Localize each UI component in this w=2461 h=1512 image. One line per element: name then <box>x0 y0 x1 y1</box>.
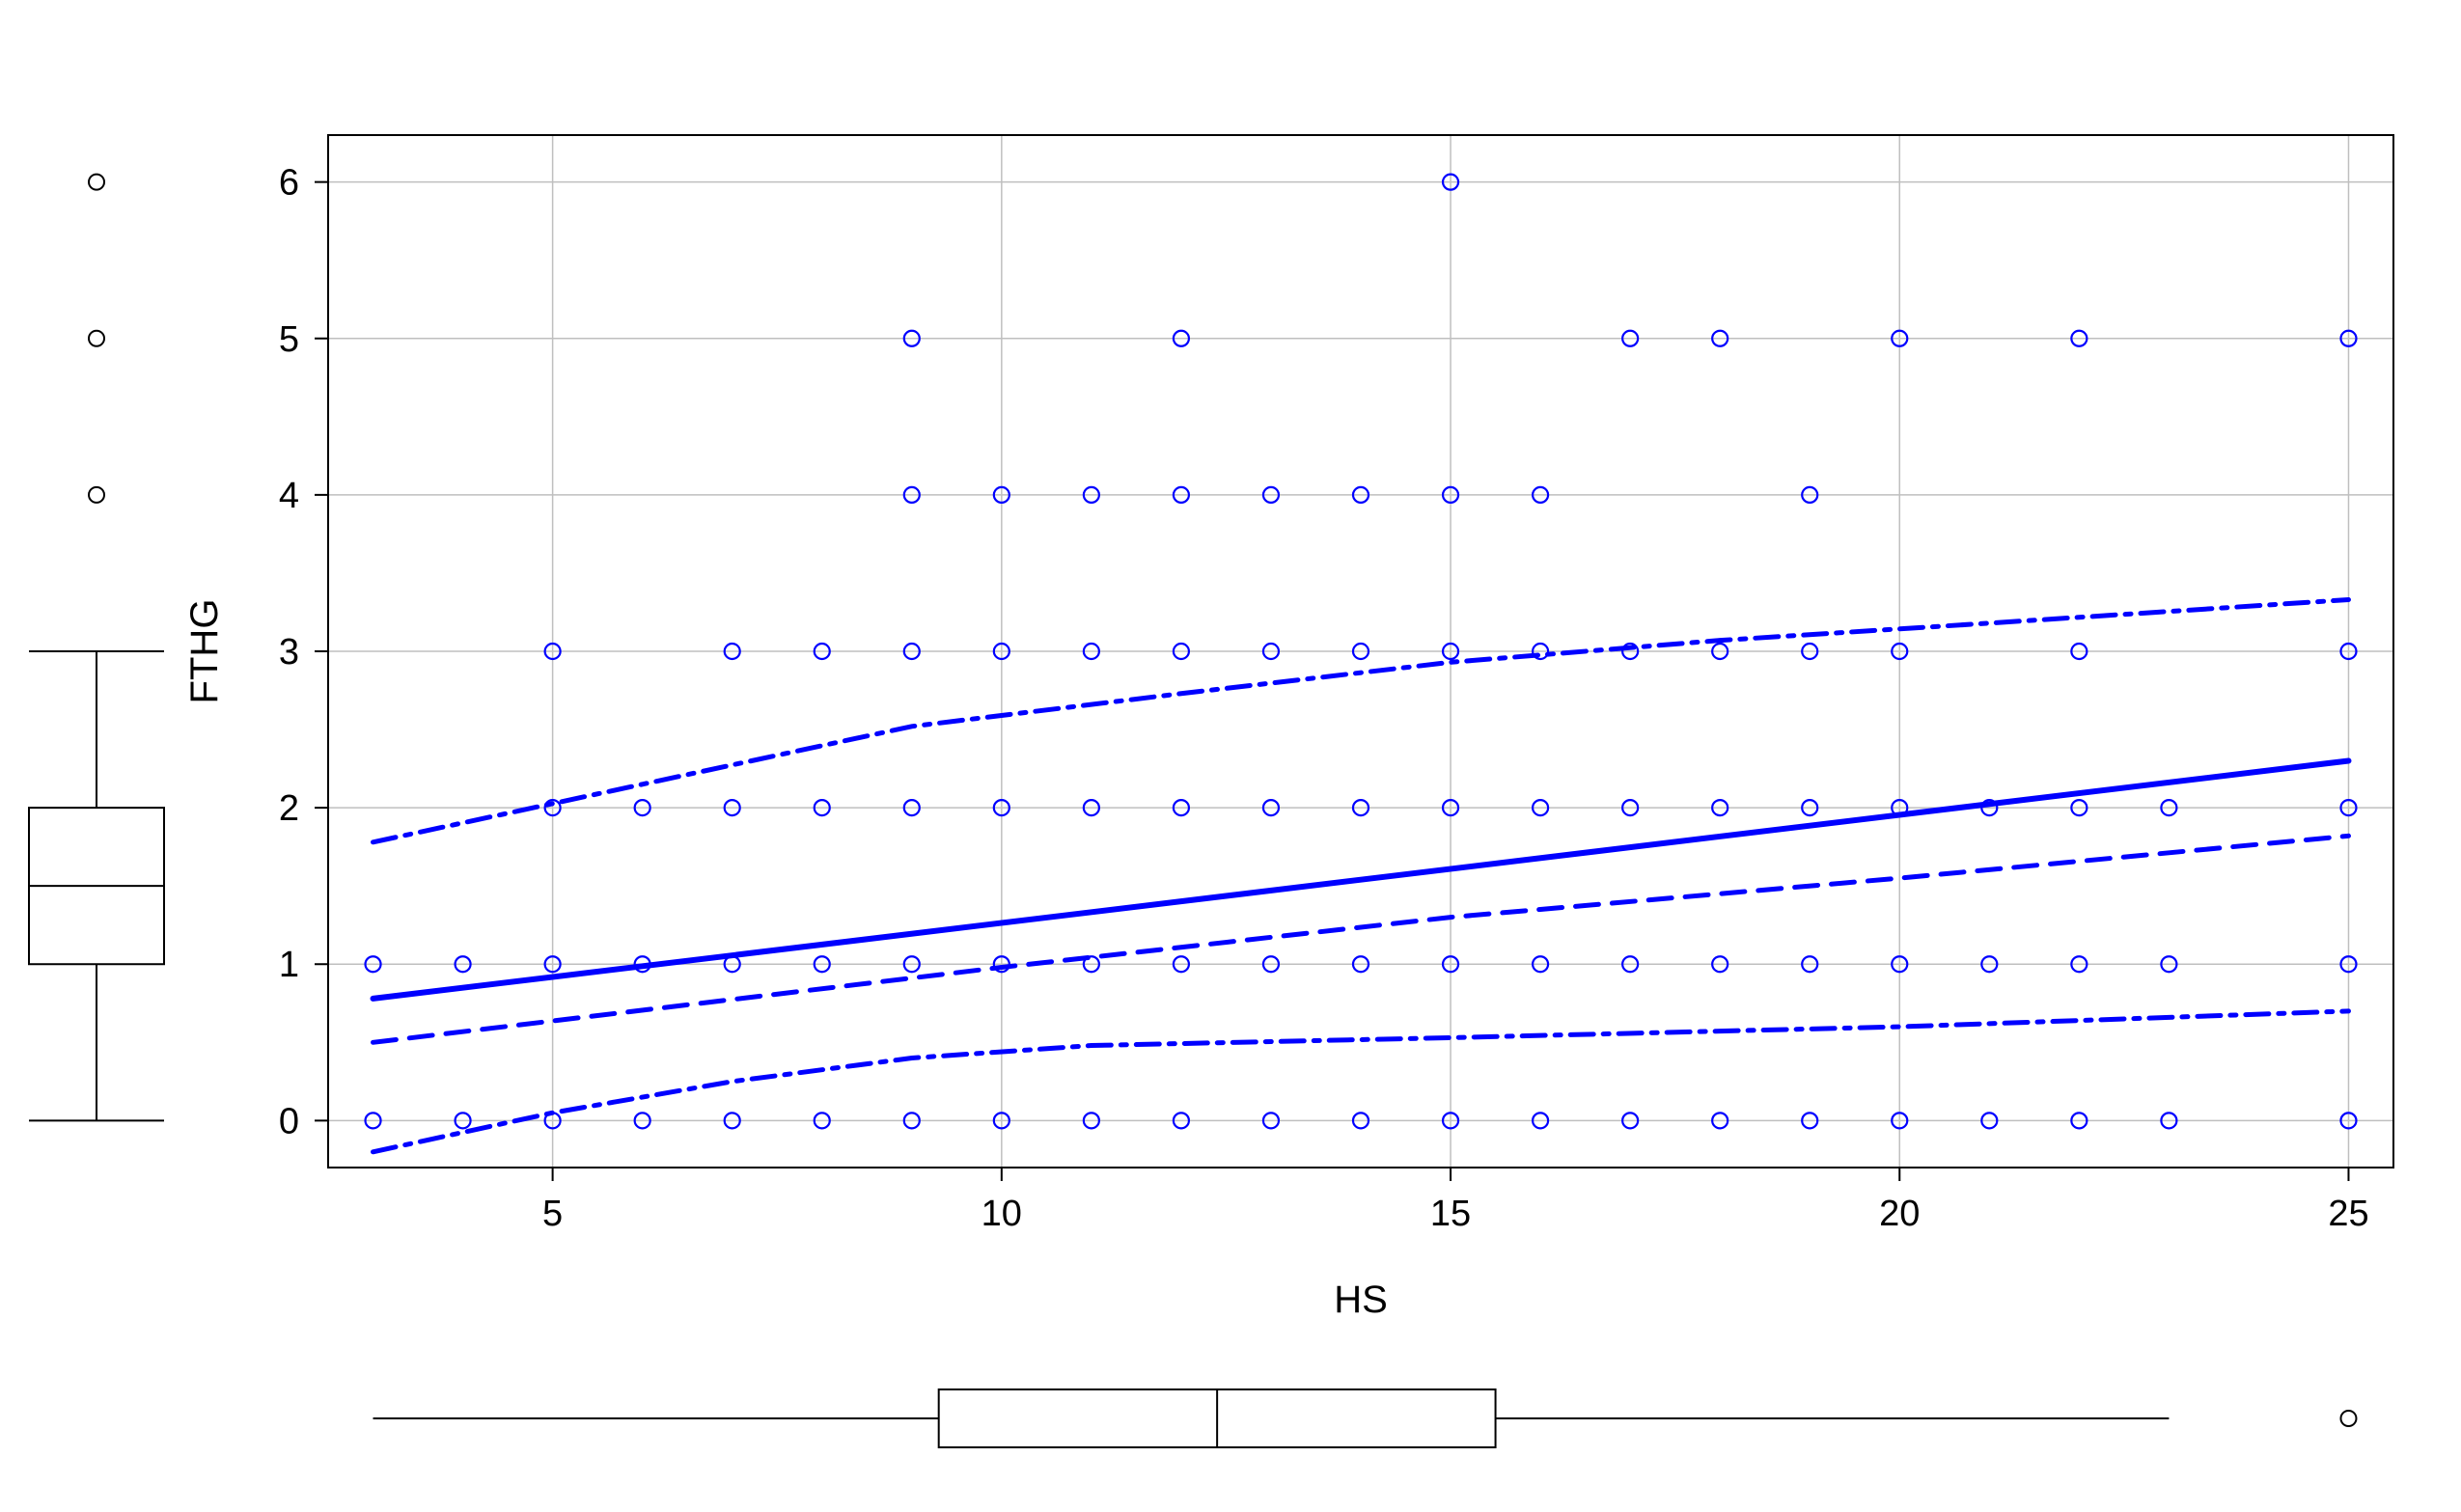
y-tick-label: 6 <box>279 163 299 204</box>
y-tick-label: 5 <box>279 319 299 360</box>
y-tick-label: 2 <box>279 788 299 829</box>
y-tick-label: 0 <box>279 1101 299 1141</box>
x-tick-label: 15 <box>1430 1194 1471 1234</box>
x-tick-label: 20 <box>1879 1194 1920 1234</box>
y-axis-label: FTHG <box>183 599 226 704</box>
y-tick-label: 1 <box>279 945 299 985</box>
x-tick-label: 10 <box>982 1194 1022 1234</box>
y-tick-label: 3 <box>279 632 299 673</box>
x-tick-label: 25 <box>2328 1194 2368 1234</box>
chart-container: 5 10 15 20 25 0 1 2 3 4 5 6 HS FTHG <box>0 0 2461 1512</box>
x-axis-label: HS <box>1334 1278 1388 1321</box>
x-tick-label: 5 <box>542 1194 563 1234</box>
scatter-chart: 5 10 15 20 25 0 1 2 3 4 5 6 HS FTHG <box>0 0 2461 1512</box>
y-tick-label: 4 <box>279 476 299 516</box>
